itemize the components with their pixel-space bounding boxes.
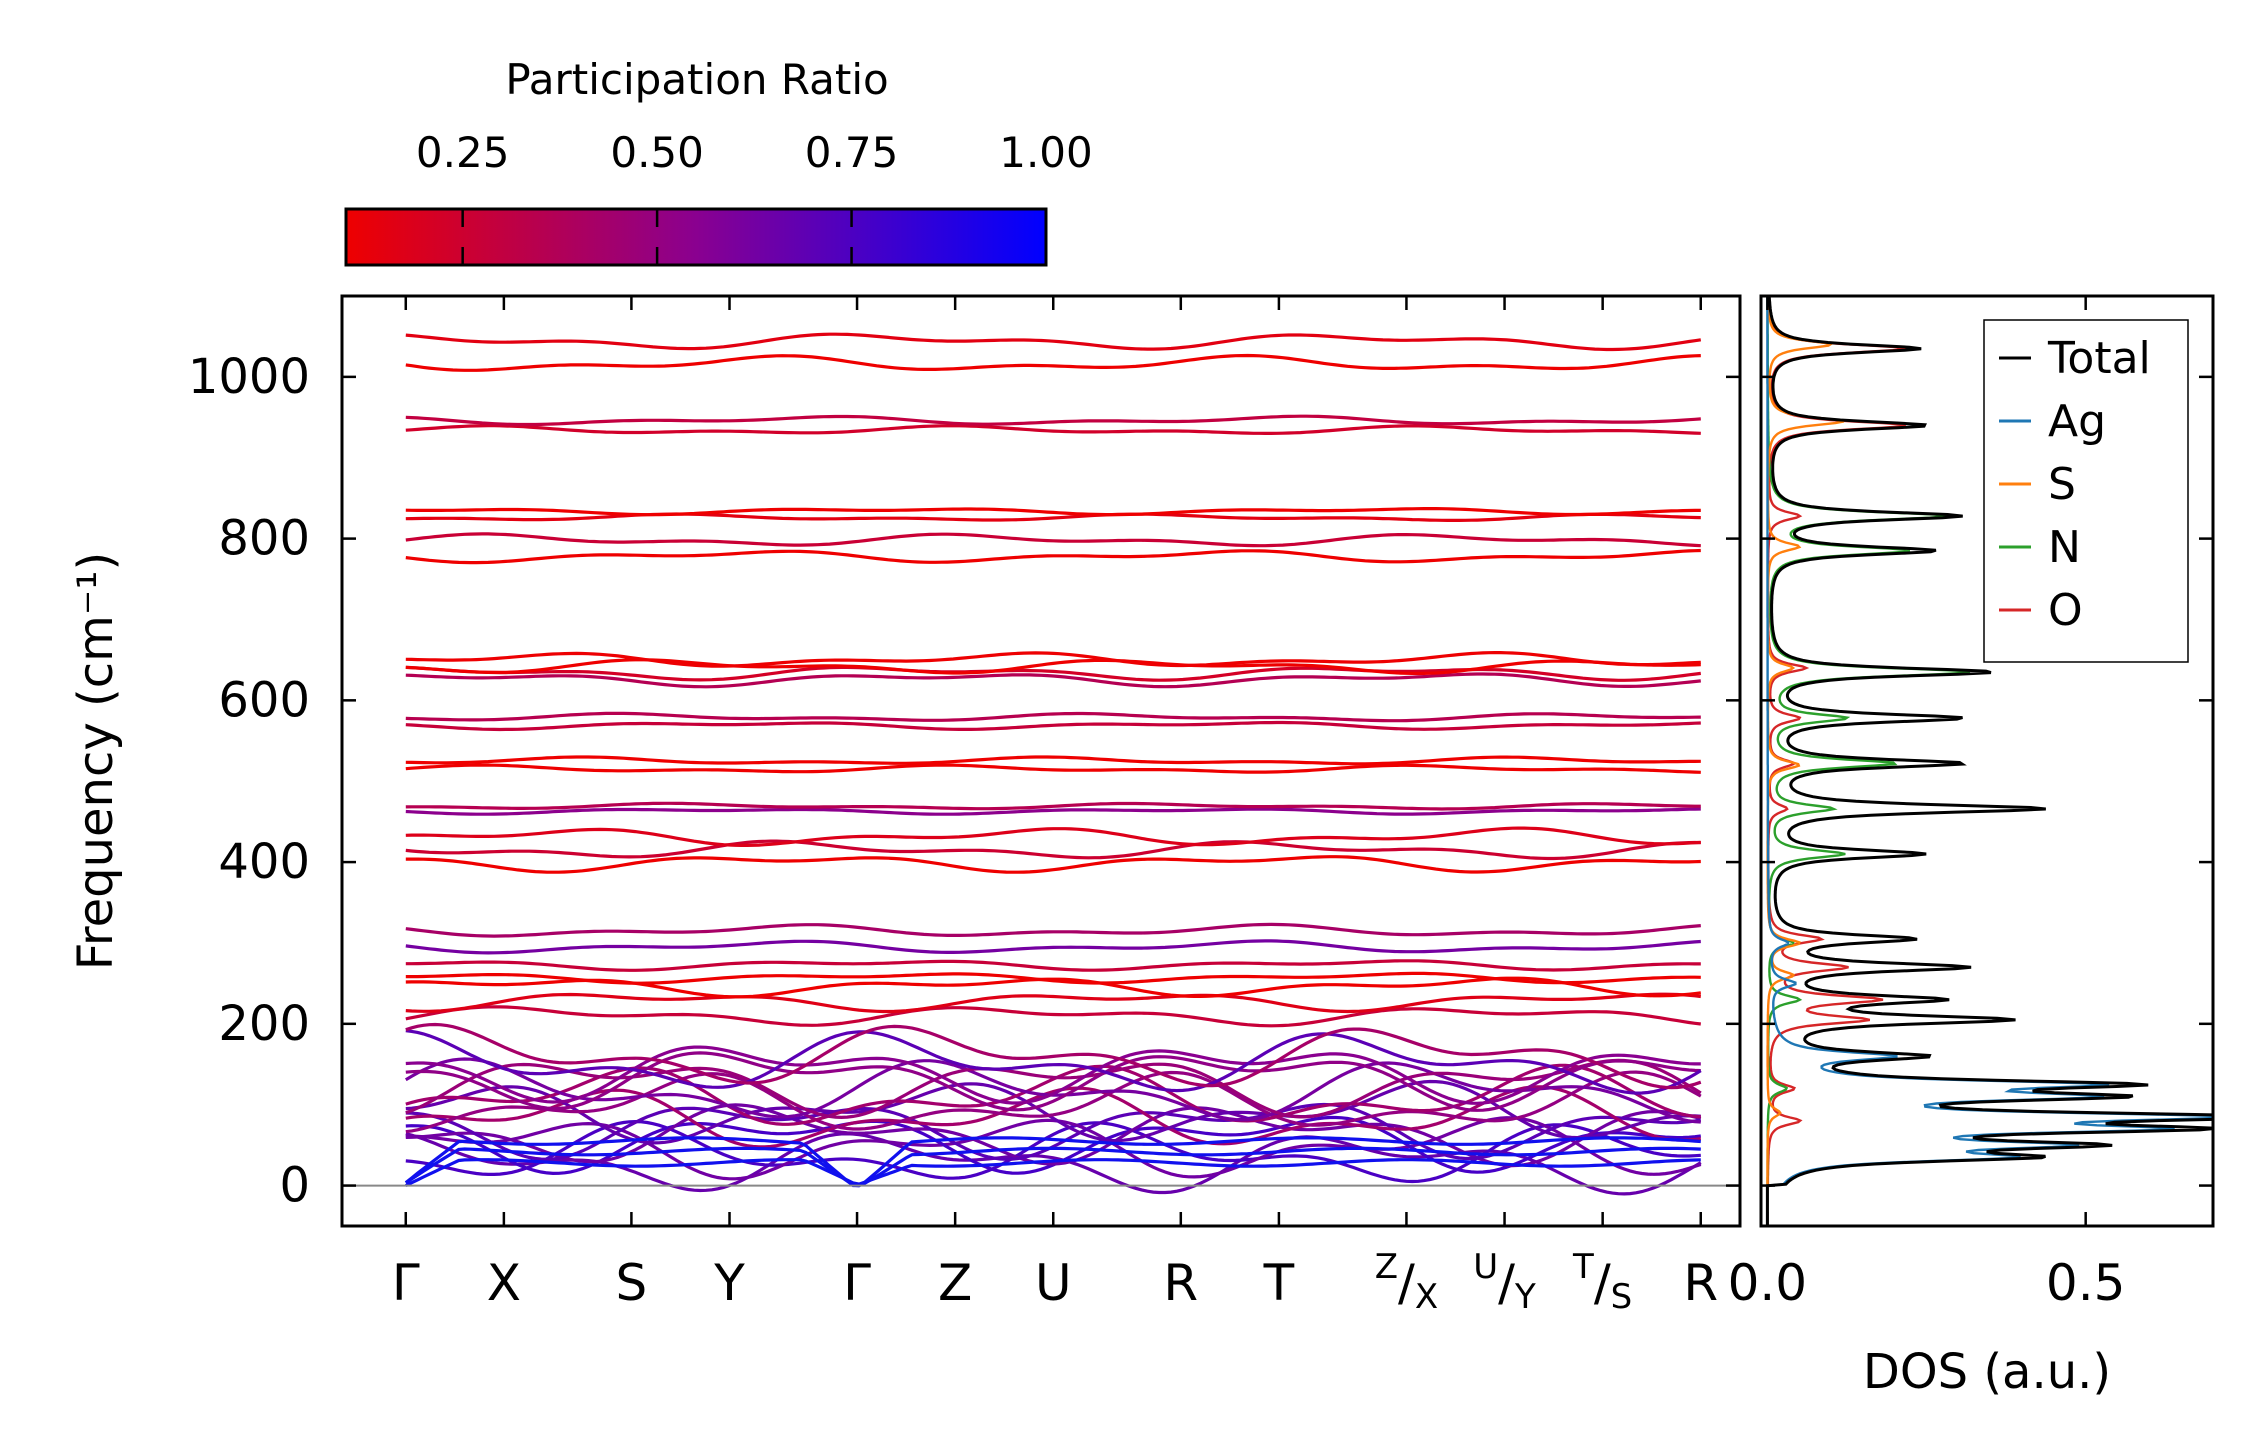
band-x-tick-label: Z/X <box>1375 1247 1438 1317</box>
legend-label-s: S <box>2048 459 2076 510</box>
band-line <box>405 1063 1701 1126</box>
band-line <box>405 763 1701 774</box>
band-line <box>405 1005 1701 1028</box>
acoustic-band-line <box>404 1146 1701 1188</box>
colorbar-tick-label: 0.25 <box>416 128 510 177</box>
band-y-tick-label: 200 <box>218 996 310 1052</box>
band-line <box>405 1103 1702 1168</box>
band-line <box>405 1070 1702 1134</box>
band-x-ticks: Γ X S Y Γ Z U R T Z/X U/Y T/S R <box>392 296 1718 1317</box>
band-y-tick-label: 0 <box>279 1158 310 1214</box>
dos-axes-frame <box>1759 294 2215 1228</box>
band-line <box>405 807 1701 816</box>
band-x-tick-label: R <box>1163 1254 1198 1312</box>
colorbar-tick-label: 1.00 <box>999 128 1093 177</box>
band-x-tick-label: T/S <box>1572 1247 1632 1317</box>
band-line <box>405 711 1701 723</box>
band-x-tick-label: Z <box>938 1254 972 1312</box>
band-line <box>405 922 1701 938</box>
colorbar-title: Participation Ratio <box>505 55 888 104</box>
band-line <box>405 1029 1702 1095</box>
band-y-ticks: 0 200 400 600 800 1000 <box>188 349 1740 1214</box>
band-line <box>405 992 1701 1014</box>
band-line <box>405 826 1701 847</box>
band-line <box>405 1045 1701 1105</box>
band-x-tick-label: Γ <box>392 1254 420 1312</box>
dos-curves <box>1765 296 2213 1226</box>
legend-label-ag: Ag <box>2048 396 2106 447</box>
colorbar-tick-labels: 0.25 0.50 0.75 1.00 <box>416 128 1093 177</box>
band-x-tick-label: Γ <box>843 1254 871 1312</box>
band-x-tick-label: R <box>1683 1254 1718 1312</box>
band-line <box>405 414 1701 427</box>
colorbar-gradient <box>344 207 1048 267</box>
legend-label-o: O <box>2048 585 2083 636</box>
band-y-tick-label: 800 <box>218 511 310 567</box>
band-x-tick-label: Y <box>713 1254 745 1312</box>
acoustic-band-line <box>405 1158 1701 1188</box>
y-axis-label: Frequency (cm⁻¹) <box>68 552 124 970</box>
band-y-tick-label: 400 <box>218 834 310 890</box>
band-line <box>405 839 1701 861</box>
band-line <box>405 1022 1702 1090</box>
band-line <box>405 720 1701 732</box>
band-line <box>405 801 1701 811</box>
dos-x-tick-label: 0.5 <box>2046 1254 2126 1312</box>
band-line <box>405 353 1701 372</box>
band-line <box>405 1102 1702 1161</box>
colorbar-tick-label: 0.75 <box>805 128 899 177</box>
colorbar: Participation Ratio 0.25 0.50 0.75 1.00 <box>344 55 1093 267</box>
band-line <box>405 672 1701 689</box>
dos-curve-ag <box>1766 296 2213 1226</box>
band-line <box>405 1079 1701 1145</box>
band-line <box>405 332 1702 352</box>
colorbar-tick-marks <box>461 209 853 265</box>
band-line <box>405 658 1701 676</box>
band-line <box>405 507 1701 517</box>
band-x-tick-label: U <box>1035 1254 1072 1312</box>
dos-legend: Total Ag SNO <box>1983 319 2189 663</box>
band-line <box>405 1051 1701 1112</box>
acoustic-band-line <box>404 1136 1701 1188</box>
colorbar-tick-label: 0.50 <box>610 128 704 177</box>
band-line <box>405 855 1701 874</box>
band-line <box>405 424 1701 435</box>
dos-x-axis-label: DOS (a.u.) <box>1863 1344 2111 1400</box>
legend-label-total: Total <box>2047 333 2151 384</box>
legend-frame <box>1983 319 2189 663</box>
dos-ticks: 0.0 0.5 <box>1728 296 2213 1312</box>
dos-curve-s <box>1766 296 1845 1226</box>
band-line <box>405 548 1701 565</box>
band-line <box>405 959 1701 972</box>
band-line <box>405 755 1701 766</box>
dos-panel: 0.0 0.5 DOS (a.u.) Total Ag SNO <box>1728 294 2215 1400</box>
band-lines <box>404 332 1702 1196</box>
band-x-tick-label: U/Y <box>1473 1247 1536 1317</box>
legend-label-n: N <box>2048 522 2081 573</box>
band-axes-frame <box>340 294 1742 1228</box>
dos-x-tick-label: 0.0 <box>1728 1254 1808 1312</box>
band-line <box>405 665 1701 682</box>
band-line <box>405 651 1701 668</box>
dos-curve-total <box>1765 296 2213 1226</box>
band-x-tick-label: S <box>616 1254 648 1312</box>
band-y-tick-label: 1000 <box>188 349 310 405</box>
band-line <box>405 532 1701 548</box>
band-line <box>405 976 1701 999</box>
band-x-tick-label: X <box>487 1254 521 1312</box>
band-structure-panel: Frequency (cm⁻¹) Γ X S Y Γ Z U R T Z/X U/Y T/S R 0 20… <box>68 294 1742 1317</box>
band-x-tick-label: T <box>1263 1254 1295 1312</box>
band-line <box>405 939 1701 955</box>
band-y-tick-label: 600 <box>218 672 310 728</box>
band-line <box>405 512 1701 522</box>
